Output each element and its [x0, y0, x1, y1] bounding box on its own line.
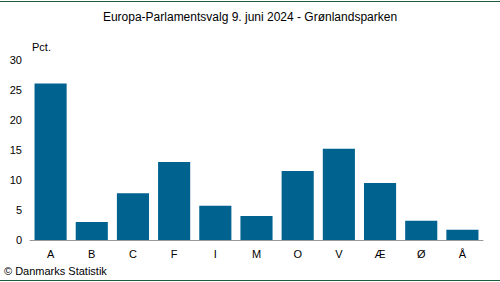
- svg-text:Ø: Ø: [417, 248, 426, 260]
- svg-text:10: 10: [10, 174, 22, 186]
- svg-text:30: 30: [10, 54, 22, 66]
- svg-text:A: A: [47, 248, 55, 260]
- svg-text:25: 25: [10, 84, 22, 96]
- svg-text:B: B: [88, 248, 95, 260]
- svg-text:15: 15: [10, 144, 22, 156]
- svg-text:M: M: [252, 248, 261, 260]
- svg-text:© Danmarks Statistik: © Danmarks Statistik: [4, 265, 107, 277]
- svg-text:Æ: Æ: [375, 248, 386, 260]
- svg-text:5: 5: [16, 204, 22, 216]
- svg-text:F: F: [171, 248, 178, 260]
- svg-text:V: V: [335, 248, 343, 260]
- svg-text:Å: Å: [459, 248, 467, 260]
- svg-text:Europa-Parlamentsvalg 9. juni: Europa-Parlamentsvalg 9. juni 2024 - Grø…: [103, 10, 397, 24]
- svg-text:20: 20: [10, 114, 22, 126]
- svg-text:C: C: [129, 248, 137, 260]
- svg-text:0: 0: [16, 234, 22, 246]
- svg-text:I: I: [214, 248, 217, 260]
- svg-text:Pct.: Pct.: [32, 41, 51, 53]
- svg-text:O: O: [293, 248, 302, 260]
